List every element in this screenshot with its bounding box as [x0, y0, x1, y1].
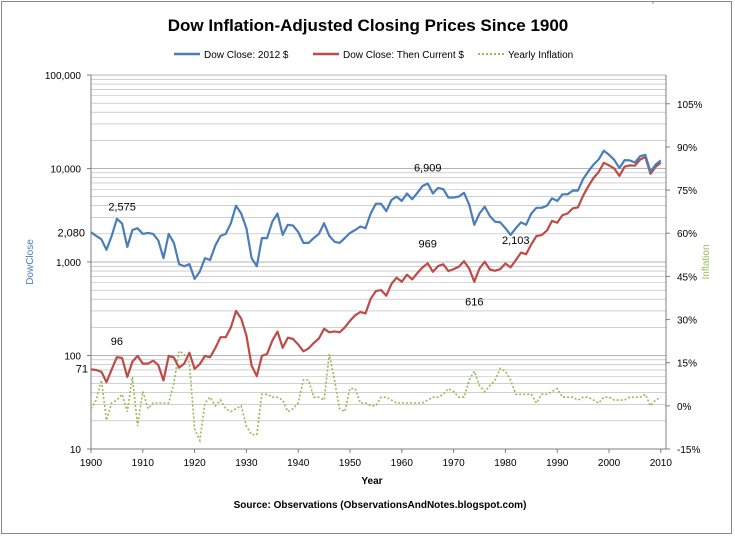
y-tick-label: 1,000	[56, 258, 81, 269]
y2-axis-title: Inflation	[701, 244, 712, 279]
axes	[87, 74, 670, 453]
series-line-nominal	[90, 155, 662, 384]
data-label: 2,575	[108, 202, 136, 214]
y2-tick-label: 30%	[677, 316, 697, 327]
x-tick-label: 1990	[546, 458, 569, 469]
data-label: 12,218	[639, 2, 673, 5]
annotations: 2,080 2,575 6,909 12,218 2,103 71 96 969 616	[57, 2, 672, 375]
y2-tick-label: 15%	[677, 359, 697, 370]
y2-tick-label: 0%	[677, 402, 692, 413]
y2-tick-label: 45%	[677, 272, 697, 283]
x-tick-label: 2000	[598, 458, 621, 469]
x-tick-label: 1920	[183, 458, 206, 469]
x-tick-label: 1900	[80, 458, 103, 469]
tick-labels: 1900 1910 1920 1930 1940 1950 1960 1970 1980 1990…	[45, 71, 703, 469]
legend-label-nominal: Dow Close: Then Current $	[343, 50, 464, 61]
y2-tick-label: 75%	[677, 186, 697, 197]
data-label: 616	[465, 297, 483, 309]
data-label: 96	[111, 336, 123, 348]
data-label: 71	[76, 363, 88, 375]
x-tick-label: 1960	[391, 458, 414, 469]
data-label: 969	[419, 238, 437, 250]
data-label: 2,080	[57, 227, 85, 239]
source-note: Source: Observations (ObservationsAndNot…	[234, 500, 527, 511]
series-line-real	[90, 149, 662, 280]
legend-label-inflation: Yearly Inflation	[508, 50, 573, 61]
legend-label-real: Dow Close: 2012 $	[204, 50, 289, 61]
y-axis-title: DowClose	[25, 239, 36, 285]
x-tick-label: 1940	[287, 458, 310, 469]
y-tick-label: 100	[64, 352, 81, 363]
series-layer	[90, 149, 662, 444]
y-tick-label: 100,000	[45, 71, 82, 82]
x-tick-label: 1950	[339, 458, 362, 469]
y2-tick-label: 90%	[677, 143, 697, 154]
y2-tick-label: 60%	[677, 229, 697, 240]
grid	[91, 74, 666, 450]
x-axis-title: Year	[361, 476, 382, 487]
y-tick-label: 10	[70, 445, 82, 456]
y2-tick-label: -15%	[677, 445, 700, 456]
data-label: 6,909	[414, 163, 442, 175]
y-tick-label: 10,000	[50, 165, 81, 176]
data-label: 2,103	[502, 235, 530, 247]
legend: Dow Close: 2012 $ Dow Close: Then Curren…	[174, 50, 573, 61]
x-tick-label: 1930	[235, 458, 258, 469]
y2-tick-label: 105%	[677, 100, 703, 111]
x-tick-label: 1970	[442, 458, 465, 469]
chart-title: Dow Inflation-Adjusted Closing Prices Si…	[168, 16, 569, 35]
x-tick-label: 1980	[494, 458, 517, 469]
x-tick-label: 2010	[650, 458, 673, 469]
x-tick-label: 1910	[132, 458, 155, 469]
